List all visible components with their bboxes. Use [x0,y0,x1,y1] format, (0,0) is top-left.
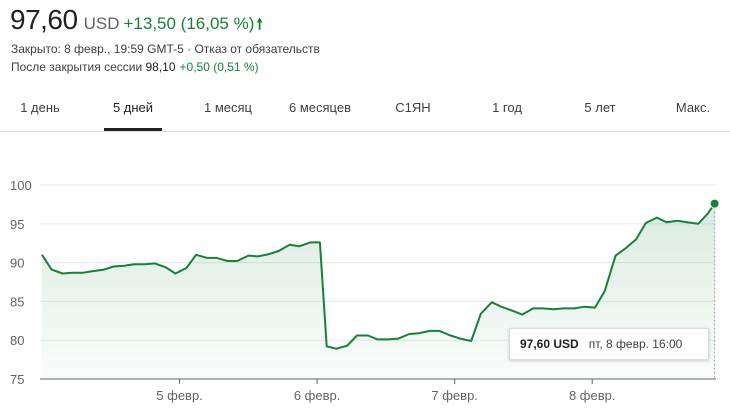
current-price: 97,60 [10,4,78,35]
y-tick-label: 95 [10,217,24,232]
tab-6[interactable]: 1 год [492,100,522,115]
active-tab-underline [104,128,162,131]
y-tick-label: 85 [10,294,24,309]
tab-4[interactable]: 6 месяцев [289,100,351,115]
range-tabs: 1 день 5 дней 1 месяц 6 месяцев С1ЯН 1 год 5 л… [0,88,730,132]
after-hours-change: +0,50 (0,51 %) [179,60,259,74]
tab-5[interactable]: С1ЯН [395,100,431,115]
tooltip-price: 97,60 USD [520,337,579,351]
tab-1[interactable]: 1 день [20,100,60,115]
tab-8[interactable]: Макс. [675,100,711,115]
last-point-marker [709,198,720,209]
y-tick-label: 90 [10,256,24,271]
x-tick-label: 5 февр. [156,388,203,403]
tab-7[interactable]: 5 лет [584,100,616,115]
arrow-up-icon: 🠕 [256,16,263,33]
quote-header: 97,60 USD +13,50 (16,05 %) 🠕 [10,4,263,39]
after-hours-label: После закрытия сессии [11,60,143,74]
after-hours-info: После закрытия сессии 98,10 +0,50 (0,51 %… [11,60,259,74]
currency-label: USD [83,14,120,33]
x-tick-label: 7 февр. [431,388,478,403]
y-tick-label: 75 [10,372,24,387]
y-tick-label: 100 [10,178,32,193]
tab-3[interactable]: 1 месяц [204,100,252,115]
tooltip-time: пт, 8 февр. 16:00 [588,337,683,351]
tab-2[interactable]: 5 дней [112,100,154,115]
x-tick-label: 8 февр. [569,388,616,403]
y-tick-label: 80 [10,333,24,348]
price-line [41,203,716,350]
x-tick-label: 6 февр. [294,388,341,403]
tabs-divider [0,131,730,132]
after-hours-price: 98,10 [145,60,176,74]
closing-info: Закрыто: 8 февр., 19:59 GMT-5 · Отказ от… [11,42,320,56]
hover-tooltip: 97,60 USD пт, 8 февр. 16:00 [509,328,709,360]
price-change: +13,50 (16,05 %) [123,14,255,33]
